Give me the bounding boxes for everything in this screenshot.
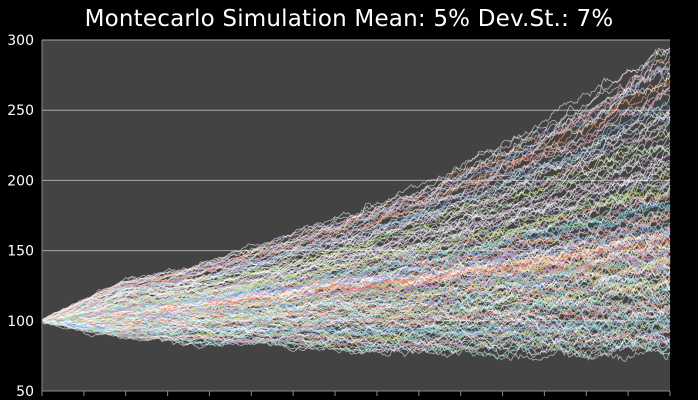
series-line-24 [41, 317, 671, 339]
y-axis: 50 100 150 200 250 300 [7, 33, 43, 400]
series-line-49 [41, 285, 671, 328]
series-line-142 [41, 190, 671, 322]
series-line-62 [41, 278, 671, 323]
y-tick-label: 150 [7, 244, 34, 260]
series-line-3 [41, 320, 671, 359]
x-axis [41, 390, 671, 396]
series-group [41, 47, 671, 362]
y-tick-label: 50 [16, 384, 34, 400]
series-line-180 [41, 101, 671, 322]
series-line-182 [41, 95, 671, 322]
y-tick-label: 250 [7, 103, 34, 119]
series-line-63 [41, 274, 671, 326]
series-line-176 [41, 107, 671, 322]
y-tick-label: 300 [7, 33, 34, 49]
series-line-199 [41, 47, 671, 322]
series-line-31 [41, 307, 671, 334]
y-tick-label: 200 [7, 173, 34, 189]
series-line-187 [41, 74, 671, 322]
series-line-69 [41, 263, 671, 323]
series-line-11 [41, 320, 671, 351]
series-line-191 [41, 72, 671, 322]
series-line-198 [41, 49, 671, 322]
series-line-52 [41, 287, 671, 327]
series-line-35 [41, 305, 671, 331]
series-line-162 [41, 157, 671, 322]
chart-title: Montecarlo Simulation Mean: 5% Dev.St.: … [84, 6, 614, 32]
series-line-81 [41, 256, 671, 322]
series-line-200 [42, 47, 671, 322]
y-tick-label: 100 [7, 314, 34, 330]
series-line-186 [42, 85, 671, 322]
series-line-151 [41, 180, 671, 322]
